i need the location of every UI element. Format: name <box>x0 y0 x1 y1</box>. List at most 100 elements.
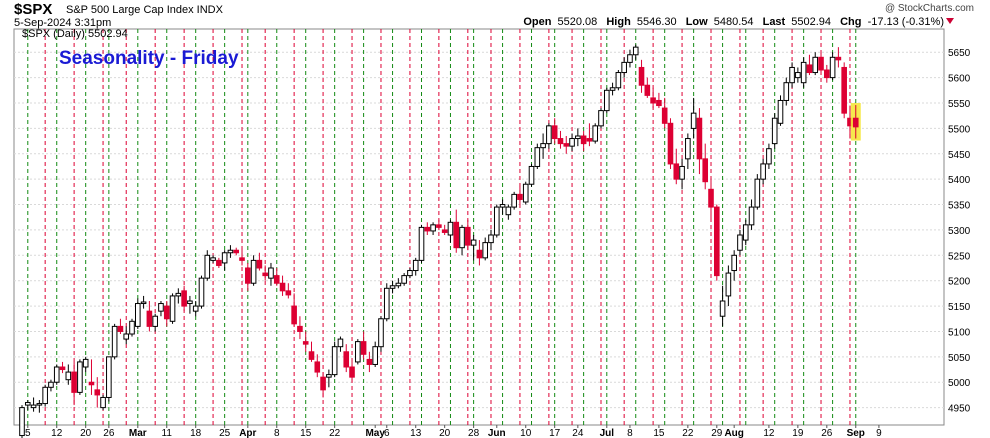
candle-body <box>30 404 37 409</box>
x-tick-label: 6 <box>384 428 390 438</box>
x-tick-label: Jul <box>600 428 615 438</box>
candle-body <box>459 226 465 249</box>
candle-body <box>650 97 656 104</box>
candle-body <box>24 402 31 406</box>
candle-body <box>586 138 593 142</box>
y-tick-label: 5450 <box>948 150 971 161</box>
candle-body <box>742 224 749 241</box>
candle-body <box>279 282 286 292</box>
candle-body <box>204 254 211 279</box>
candle-body <box>106 356 112 398</box>
candle-body <box>372 346 378 365</box>
candle-body <box>302 341 309 345</box>
candle-body <box>789 66 795 84</box>
candle-body <box>852 117 859 128</box>
open-value: 5520.08 <box>557 16 598 28</box>
candle-body <box>19 407 25 437</box>
candle-body <box>557 138 564 145</box>
candle-body <box>198 277 205 307</box>
candle-body <box>580 135 587 145</box>
candle-body <box>441 229 448 233</box>
candle-body <box>192 305 199 312</box>
candle-body <box>714 206 720 277</box>
candle-body <box>615 72 622 89</box>
candle-body <box>835 56 842 61</box>
candle-body <box>349 366 355 378</box>
x-tick-label: 29 <box>711 428 723 438</box>
x-tick-label: Mar <box>129 428 147 438</box>
candle-body <box>181 290 187 307</box>
candle-body <box>783 82 790 101</box>
chg-label: Chg <box>840 16 862 28</box>
candle-body <box>326 374 332 378</box>
y-tick-label: 5250 <box>948 251 971 262</box>
candle-body <box>239 257 245 261</box>
candle-body <box>273 275 280 284</box>
candle-body <box>661 107 668 124</box>
candle-body <box>250 259 257 284</box>
candle-body <box>493 206 500 236</box>
x-tick-label: Apr <box>239 428 256 438</box>
quote-stats: Open 5520.08 High 5546.30 Low 5480.54 La… <box>517 16 944 28</box>
candle-body <box>696 117 703 160</box>
down-arrow-icon <box>946 18 954 24</box>
candle-body <box>522 183 529 203</box>
candle-body <box>320 376 326 391</box>
candle-body <box>117 325 124 332</box>
candle-body <box>314 361 321 373</box>
candle-body <box>366 358 373 365</box>
candle-body <box>575 135 581 140</box>
candle-body <box>297 325 303 332</box>
candle-body <box>158 303 164 312</box>
candle-body <box>135 303 141 327</box>
candle-body <box>395 282 402 287</box>
candle-body <box>673 163 680 180</box>
high-value: 5546.30 <box>636 16 677 28</box>
candle-body <box>632 46 639 56</box>
candle-body <box>737 234 743 251</box>
open-label: Open <box>523 16 552 28</box>
candle-body <box>465 226 471 246</box>
x-tick-label: 12 <box>763 428 775 438</box>
candle-body <box>569 138 575 147</box>
candle-body <box>216 259 222 266</box>
candle-body <box>534 147 541 167</box>
candle-body <box>748 206 755 226</box>
x-tick-label: 12 <box>51 428 63 438</box>
candle-body <box>563 143 570 147</box>
candle-body <box>540 143 546 149</box>
candle-body <box>42 386 48 405</box>
candle-body <box>777 99 784 124</box>
candle-body <box>517 193 523 200</box>
candle-body <box>383 287 390 320</box>
plot-frame <box>13 28 945 426</box>
candle-body <box>337 338 344 348</box>
candle-body <box>227 249 234 254</box>
candle-body <box>360 341 367 355</box>
x-tick-label: 24 <box>572 428 584 438</box>
candle-body <box>169 295 176 322</box>
candle-body <box>424 226 431 232</box>
x-tick-label: Sep <box>847 428 865 438</box>
candle-body <box>638 66 645 86</box>
index-name: S&P 500 Large Cap Index INDX <box>66 4 223 16</box>
candle-body <box>401 275 407 284</box>
y-tick-label: 5150 <box>948 302 971 313</box>
candle-body <box>187 300 193 305</box>
candle-body <box>760 163 766 180</box>
candle-body <box>221 252 228 264</box>
candle-body <box>355 341 361 363</box>
candle-body <box>291 305 297 325</box>
candle-body <box>766 148 772 165</box>
brand-label: @ StockCharts.com <box>884 3 974 14</box>
candle-body <box>829 56 836 79</box>
candle-body <box>528 165 535 185</box>
x-tick-label: 11 <box>162 428 173 438</box>
y-tick-label: 5650 <box>948 48 971 59</box>
candle-body <box>644 84 651 96</box>
candle-body <box>436 224 442 228</box>
candle-body <box>146 310 153 327</box>
candle-body <box>245 267 251 284</box>
candle-body <box>163 305 170 320</box>
